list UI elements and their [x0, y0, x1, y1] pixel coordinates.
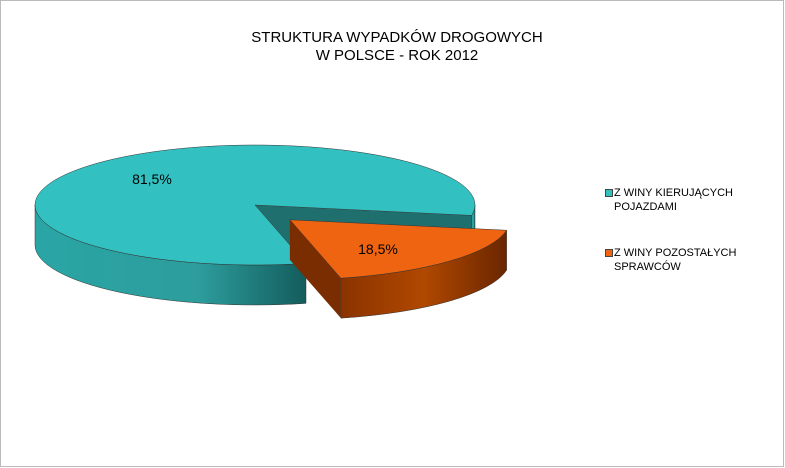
chart-title: W POLSCE - ROK 2012	[316, 47, 479, 64]
data-label: 81,5%	[132, 171, 172, 187]
legend-swatch	[605, 249, 613, 257]
slice	[289, 219, 508, 279]
legend-label: Z WINY POZOSTAŁYCH SPRAWCÓW	[614, 247, 737, 273]
chart-title: STRUKTURA WYPADKÓW DROGOWYCH	[251, 29, 542, 46]
data-label: 18,5%	[358, 241, 398, 257]
legend-label: Z WINY KIERUJĄCYCH POJAZDAMI	[614, 187, 733, 213]
legend-swatch	[605, 189, 613, 197]
slice	[34, 144, 476, 266]
slice-side	[289, 219, 341, 319]
